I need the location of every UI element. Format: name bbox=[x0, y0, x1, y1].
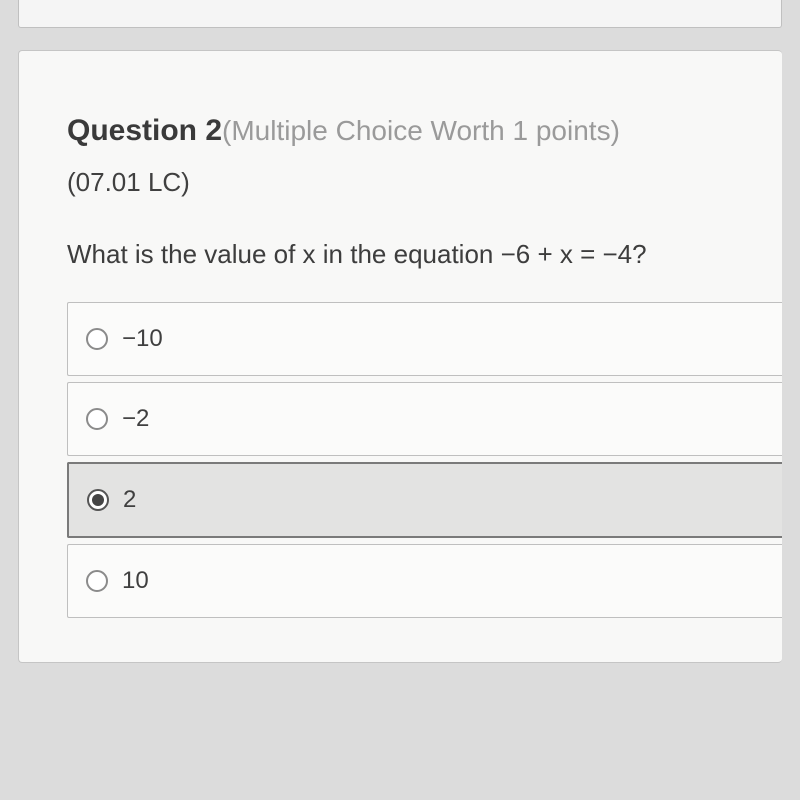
option-b[interactable]: −2 bbox=[67, 382, 782, 456]
option-label: 10 bbox=[122, 567, 149, 595]
radio-icon bbox=[86, 408, 108, 430]
radio-dot-icon bbox=[92, 494, 104, 506]
option-d[interactable]: 10 bbox=[67, 544, 782, 618]
previous-card-edge bbox=[18, 0, 782, 28]
question-header: Question 2(Multiple Choice Worth 1 point… bbox=[67, 113, 782, 149]
option-label: −10 bbox=[122, 325, 163, 353]
question-code: (07.01 LC) bbox=[67, 167, 782, 198]
radio-icon bbox=[86, 328, 108, 350]
question-meta: (Multiple Choice Worth 1 points) bbox=[222, 115, 620, 146]
options-group: −10 −2 2 10 bbox=[67, 302, 782, 618]
option-a[interactable]: −10 bbox=[67, 302, 782, 376]
question-card: Question 2(Multiple Choice Worth 1 point… bbox=[18, 50, 782, 663]
option-label: 2 bbox=[123, 486, 136, 514]
radio-icon bbox=[87, 489, 109, 511]
radio-icon bbox=[86, 570, 108, 592]
question-prompt: What is the value of x in the equation −… bbox=[67, 238, 782, 272]
option-label: −2 bbox=[122, 405, 149, 433]
option-c[interactable]: 2 bbox=[67, 462, 782, 538]
question-number: Question 2 bbox=[67, 114, 222, 147]
